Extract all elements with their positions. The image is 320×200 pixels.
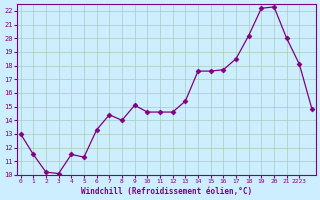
X-axis label: Windchill (Refroidissement éolien,°C): Windchill (Refroidissement éolien,°C) [81,187,252,196]
